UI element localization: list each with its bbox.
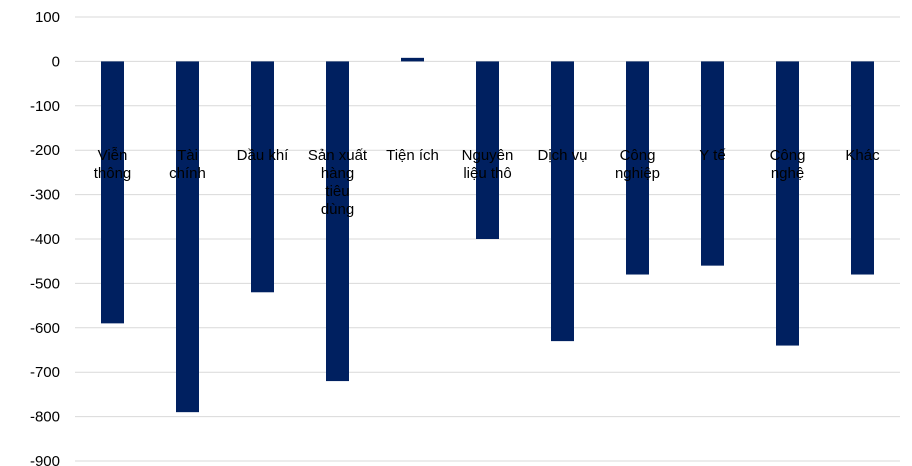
category-label-line: Viễn [98,147,128,164]
category-label-line: nghệ [771,165,804,182]
y-tick-label: -500 [30,275,60,292]
category-label-line: thông [94,165,132,182]
y-axis-tick-labels: 100 0 -100 -200 -300 -400 -500 -600 -700 -800 -900 [30,9,60,466]
category-label: Tiện ích [386,147,439,164]
category-label: Y tế [699,147,726,164]
bar [326,61,349,382]
y-tick-label: -400 [30,231,60,248]
category-label-line: nghiệp [615,165,660,182]
category-label: Khác [845,147,880,164]
bar [701,61,724,266]
category-label: Tài chính [169,147,206,182]
bar [251,61,274,293]
category-label-line: hàng [321,165,354,182]
category-label: Sản xuất hàng tiêu dùng [308,147,368,218]
category-label: Nguyên liệu thô [462,147,514,182]
bar [401,57,424,62]
bar [101,61,124,324]
category-label-line: Y tế [699,147,726,164]
category-label-line: Tiện ích [386,147,439,164]
category-label-line: Khác [845,147,880,164]
category-label: Dầu khí [237,147,290,164]
category-label-line: chính [169,165,206,182]
bar [176,61,199,413]
y-tick-label: -700 [30,364,60,381]
category-label-line: dùng [321,201,354,218]
category-label-line: liệu thô [463,165,511,182]
y-tick-label: -100 [30,98,60,115]
category-label-line: Tài [177,147,198,164]
bar [851,61,874,275]
category-label: Viễn thông [94,147,132,182]
category-label-line: Dịch vụ [537,147,587,164]
category-label: Công nghiệp [615,147,660,182]
category-label-line: Công [620,147,656,164]
category-label-line: Công [770,147,806,164]
bar [626,61,649,275]
category-label-line: tiêu [325,183,349,200]
bar [551,61,574,342]
category-labels: Viễn thông Tài chính Dầu khí Sản xuất hàng tiêu… [94,147,880,218]
bar [476,61,499,240]
y-tick-label: -600 [30,320,60,337]
y-tick-label: -300 [30,187,60,204]
category-label-line: Nguyên [462,147,514,164]
category-label-line: Dầu khí [237,147,290,164]
category-label: Công nghệ [770,147,806,182]
category-label-line: Sản xuất [308,147,368,164]
category-label: Dịch vụ [537,147,587,164]
bar [776,61,799,346]
y-tick-label: 100 [35,9,60,26]
y-tick-label: -800 [30,409,60,426]
y-tick-label: 0 [52,53,60,70]
bar-layer [101,57,874,413]
y-tick-label: -200 [30,142,60,159]
y-tick-label: -900 [30,453,60,466]
